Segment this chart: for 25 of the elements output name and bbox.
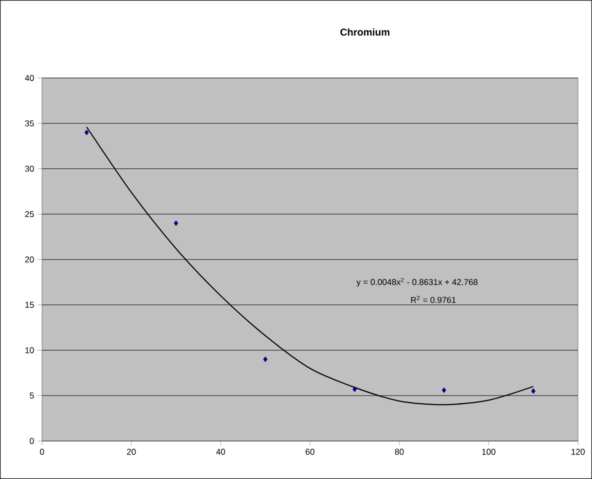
y-tick-label: 30 [25, 166, 34, 172]
point [263, 356, 268, 362]
y-tick-label: 5 [30, 392, 34, 399]
y-tick-label: 25 [25, 211, 34, 218]
point [84, 130, 89, 136]
annotation: R$^{2}$ = 0.9761 [411, 296, 456, 303]
y-tick-label: 10 [25, 347, 34, 354]
chart-title: Chromium [340, 28, 390, 36]
annotation: y = 0.0048x$^{2}$ - 0.8631x + 42.768 [356, 278, 478, 287]
y-tick-label: 20 [25, 256, 34, 262]
y-tick-label: 0 [30, 438, 34, 444]
point [442, 387, 446, 393]
point [531, 388, 536, 394]
y-tick-label: 15 [25, 302, 34, 308]
y-tick-label: 35 [25, 120, 34, 126]
x-tick-label: 60 [306, 448, 314, 455]
line-series [86, 126, 534, 406]
x-tick-label: 80 [394, 448, 404, 455]
x-tick-label: 0 [40, 448, 44, 455]
x-tick-label: 40 [216, 448, 226, 455]
point [174, 220, 178, 226]
x-tick-label: 20 [127, 448, 136, 455]
x-tick-label: 100 [482, 448, 496, 455]
y-tick-label: 40 [24, 74, 34, 81]
x-tick-label: 120 [572, 448, 585, 455]
